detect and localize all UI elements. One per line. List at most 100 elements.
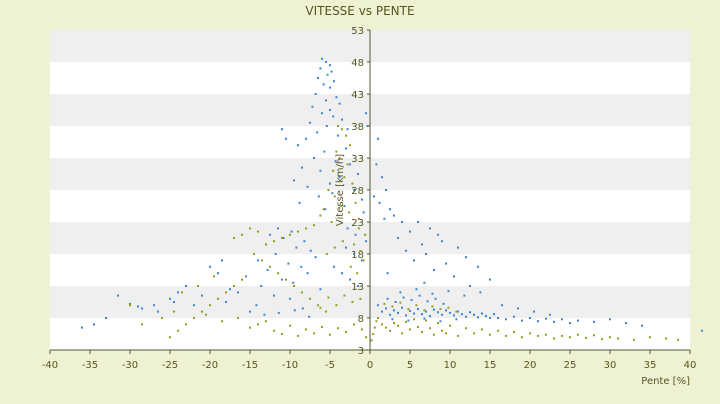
data-point-series-1	[277, 311, 280, 314]
data-point-series-2	[285, 278, 287, 281]
data-point-series-1	[433, 269, 435, 271]
data-point-series-2	[273, 240, 275, 243]
data-point-series-1	[473, 313, 475, 316]
data-point-series-1	[295, 246, 298, 249]
data-point-series-1	[317, 195, 320, 198]
data-point-series-1	[209, 265, 211, 268]
data-point-series-1	[292, 281, 295, 284]
data-point-series-1	[553, 320, 555, 323]
data-point-series-1	[378, 201, 381, 204]
data-point-series-2	[341, 240, 344, 243]
data-point-series-2	[313, 224, 315, 227]
data-point-series-1	[331, 192, 334, 195]
chart-title: VITESSE vs PENTE	[305, 4, 414, 18]
data-point-series-1	[289, 297, 291, 300]
data-point-series-2	[129, 304, 131, 307]
data-point-series-1	[393, 214, 395, 217]
y-axis-label: Vitesse [km/h]	[335, 154, 346, 226]
data-point-series-2	[447, 306, 450, 309]
data-point-series-2	[423, 309, 426, 312]
data-point-series-1	[477, 265, 479, 268]
x-tick-label: -40	[42, 360, 58, 371]
data-point-series-1	[338, 102, 341, 105]
data-point-series-2	[431, 305, 434, 308]
data-point-series-1	[426, 300, 429, 303]
data-point-series-1	[337, 134, 339, 137]
data-point-series-1	[309, 121, 311, 124]
data-point-series-1	[313, 157, 315, 159]
data-point-series-2	[257, 230, 259, 233]
data-point-series-1	[105, 317, 107, 319]
data-point-series-2	[609, 336, 611, 339]
data-point-series-1	[481, 312, 483, 315]
data-point-series-1	[173, 301, 175, 303]
data-point-series-2	[325, 310, 327, 313]
data-point-series-2	[337, 125, 339, 127]
data-point-series-1	[593, 320, 595, 323]
data-point-series-2	[362, 259, 365, 262]
data-point-series-2	[197, 285, 199, 287]
data-point-series-1	[269, 233, 271, 236]
data-point-series-2	[617, 337, 619, 340]
data-point-series-1	[453, 275, 455, 278]
x-tick-label: 40	[684, 360, 697, 371]
data-point-series-1	[281, 128, 283, 131]
data-point-series-1	[445, 262, 447, 265]
data-point-series-1	[423, 317, 426, 320]
data-point-series-2	[340, 205, 343, 207]
data-point-series-2	[401, 332, 403, 335]
data-point-series-1	[303, 240, 306, 243]
data-point-series-1	[237, 291, 239, 294]
data-point-series-2	[305, 328, 307, 331]
data-point-series-2	[348, 211, 351, 214]
data-point-series-1	[316, 131, 319, 134]
data-point-series-2	[335, 304, 338, 307]
y-tick-label: 53	[351, 26, 364, 37]
data-point-series-2	[439, 308, 442, 311]
data-point-series-2	[497, 329, 499, 332]
y-tick-label: 38	[351, 122, 364, 133]
data-point-series-1	[308, 315, 311, 318]
data-point-series-2	[277, 272, 279, 275]
data-point-series-2	[537, 334, 539, 337]
data-point-series-1	[329, 64, 331, 67]
data-point-series-1	[437, 311, 439, 314]
data-point-series-2	[205, 313, 207, 316]
data-point-series-2	[415, 304, 418, 307]
data-point-series-2	[389, 329, 391, 332]
data-point-series-2	[327, 189, 330, 191]
data-point-series-1	[441, 240, 443, 243]
data-point-series-2	[297, 334, 299, 337]
data-point-series-1	[425, 253, 427, 255]
data-point-series-1	[282, 237, 285, 239]
data-point-series-1	[345, 246, 347, 249]
data-point-series-1	[325, 61, 327, 63]
data-point-series-1	[266, 269, 269, 271]
data-point-series-2	[561, 334, 563, 337]
data-point-series-1	[425, 310, 427, 313]
data-point-series-2	[397, 324, 399, 327]
data-point-series-2	[332, 169, 335, 172]
data-point-series-1	[453, 314, 455, 317]
data-point-series-2	[373, 326, 376, 329]
data-point-series-1	[402, 296, 405, 299]
data-point-series-1	[137, 305, 139, 308]
data-point-series-1	[421, 243, 423, 246]
x-tick-label: -35	[82, 360, 98, 371]
data-point-series-1	[193, 304, 195, 307]
data-point-series-1	[577, 319, 579, 322]
data-point-series-2	[377, 317, 379, 319]
data-point-series-2	[356, 272, 359, 275]
data-point-series-1	[263, 313, 266, 316]
data-point-series-1	[417, 221, 419, 223]
data-point-series-2	[265, 243, 267, 246]
data-point-series-1	[431, 292, 434, 295]
data-point-series-1	[549, 313, 551, 316]
data-point-series-2	[505, 334, 507, 337]
data-point-series-1	[442, 302, 445, 305]
data-point-series-1	[287, 262, 290, 265]
data-point-series-1	[319, 67, 322, 70]
data-point-series-1	[457, 310, 459, 313]
data-point-series-1	[377, 137, 379, 140]
data-point-series-2	[385, 326, 387, 329]
